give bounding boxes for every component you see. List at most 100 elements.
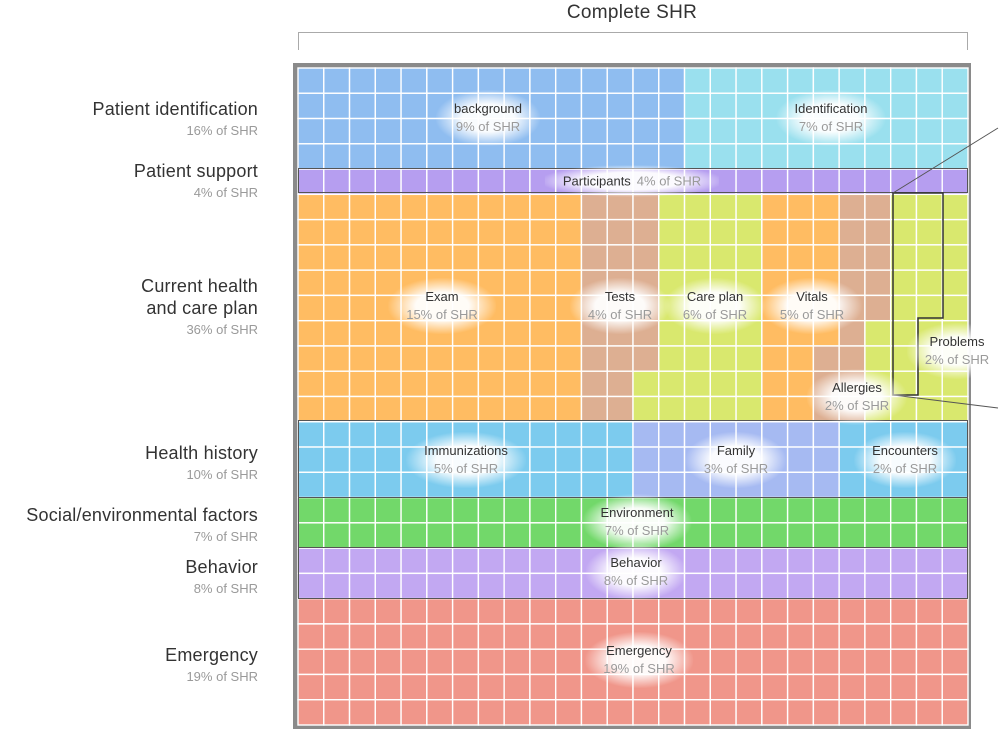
grid-cell xyxy=(941,597,969,625)
grid-cell xyxy=(477,395,505,423)
section-name: Allergies xyxy=(832,380,882,395)
grid-cell xyxy=(735,168,763,196)
section-pct: 9% of SHR xyxy=(455,119,521,134)
grid-cell xyxy=(374,168,402,196)
category-pct: 7% of SHR xyxy=(193,529,258,544)
category-name: Patient identification xyxy=(92,99,258,119)
grid-cell xyxy=(812,193,840,221)
grid-cell xyxy=(323,547,351,575)
grid-cell xyxy=(786,673,815,701)
grid-cell xyxy=(915,648,943,676)
grid-cell xyxy=(735,699,763,726)
grid-cell xyxy=(761,572,789,600)
section-pct: 7% of SHR xyxy=(604,523,670,538)
section-pct: 4% of SHR xyxy=(587,307,653,322)
grid-cell xyxy=(941,269,969,297)
grid-cell xyxy=(915,294,943,322)
grid-cell xyxy=(348,117,377,145)
grid-cell xyxy=(554,370,583,398)
category-name: Health history xyxy=(145,443,258,463)
grid-cell xyxy=(606,699,634,726)
category-name: Behavior xyxy=(185,557,258,577)
grid-cell xyxy=(735,395,763,423)
grid-cell xyxy=(658,699,686,726)
grid-cell xyxy=(864,522,892,549)
grid-cell xyxy=(374,648,402,676)
grid-cell xyxy=(503,547,531,575)
grid-cell xyxy=(838,168,866,196)
grid-cell xyxy=(297,294,325,322)
section-name: background xyxy=(454,101,522,116)
grid-cell xyxy=(580,193,608,221)
category-pct: 19% of SHR xyxy=(186,669,258,684)
grid-cell xyxy=(735,623,763,650)
grid-cell xyxy=(348,648,377,676)
grid-cell xyxy=(709,699,737,726)
grid-cell xyxy=(941,294,969,322)
grid-cell xyxy=(889,699,918,726)
grid-cell xyxy=(477,673,505,701)
grid-cell xyxy=(580,370,608,398)
grid-cell xyxy=(658,218,686,246)
grid-cell xyxy=(297,597,325,625)
category-name: Current health and care plan xyxy=(141,276,258,318)
grid-cell xyxy=(529,699,557,726)
grid-cell xyxy=(915,623,943,650)
grid-cell xyxy=(889,218,918,246)
grid-cell xyxy=(580,218,608,246)
grid-cell xyxy=(889,648,918,676)
grid-cells xyxy=(297,67,969,726)
grid-cell xyxy=(374,699,402,726)
grid-cell xyxy=(889,522,918,549)
grid-cell xyxy=(735,92,763,120)
grid-cell xyxy=(709,92,737,120)
grid-cell xyxy=(683,547,712,575)
grid-cell xyxy=(400,572,428,600)
grid-cell xyxy=(632,117,660,145)
section-care-plan: Care plan 6% of SHR xyxy=(664,278,766,334)
section-participants: Participants 4% of SHR xyxy=(544,165,720,197)
grid-cell xyxy=(786,547,815,575)
section-pct: 4% of SHR xyxy=(636,173,702,189)
grid-cell xyxy=(632,471,660,499)
grid-cell xyxy=(529,471,557,499)
section-name: Family xyxy=(716,443,756,458)
grid-cell xyxy=(761,193,789,221)
grid-cell xyxy=(709,193,737,221)
grid-cell xyxy=(297,395,325,423)
grid-cell xyxy=(348,67,377,94)
grid-cell xyxy=(606,244,634,271)
section-pct: 15% of SHR xyxy=(406,307,478,322)
grid-cell xyxy=(348,699,377,726)
grid-cell xyxy=(348,218,377,246)
grid-cell xyxy=(451,572,480,600)
grid-cell xyxy=(864,244,892,271)
grid-cell xyxy=(400,623,428,650)
grid-cell xyxy=(889,269,918,297)
grid-cell xyxy=(554,648,583,676)
section-environment: Environment 7% of SHR xyxy=(582,494,692,550)
grid-cell xyxy=(554,395,583,423)
grid-cell xyxy=(323,471,351,499)
category-name: Emergency xyxy=(165,645,258,665)
grid-cell xyxy=(451,218,480,246)
grid-cell xyxy=(503,699,531,726)
grid-cell xyxy=(632,218,660,246)
grid-cell xyxy=(941,218,969,246)
category-pct: 16% of SHR xyxy=(186,123,258,138)
grid-cell xyxy=(580,699,608,726)
category-patient-support: Patient support 4% of SHR xyxy=(0,160,258,204)
grid-cell xyxy=(941,67,969,94)
grid-cell xyxy=(451,547,480,575)
grid-cell xyxy=(451,67,480,94)
section-behavior: Behavior 8% of SHR xyxy=(585,544,687,600)
section-name: Vitals xyxy=(796,289,828,304)
section-pct: 2% of SHR xyxy=(872,461,938,476)
grid-cell xyxy=(374,370,402,398)
grid-cell xyxy=(786,67,815,94)
grid-cell xyxy=(941,648,969,676)
grid-cell xyxy=(941,193,969,221)
grid-cell xyxy=(348,421,377,448)
shr-grid xyxy=(293,63,971,729)
section-allergies: Allergies 2% of SHR xyxy=(806,369,908,425)
